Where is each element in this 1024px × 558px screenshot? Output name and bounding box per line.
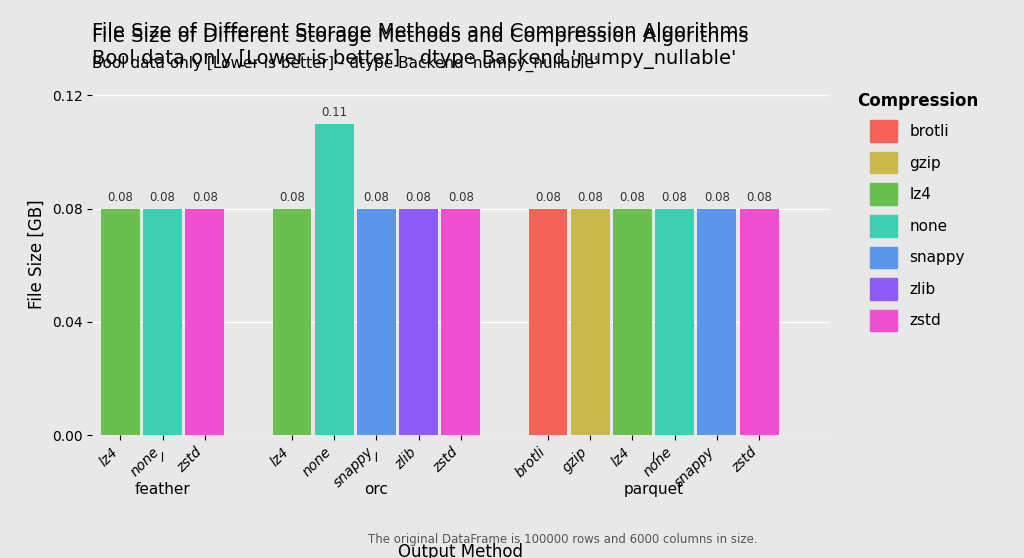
- Text: 0.08: 0.08: [662, 191, 687, 204]
- Bar: [272, 209, 311, 435]
- Text: File Size of Different Storage Methods and Compression Algorithms: File Size of Different Storage Methods a…: [92, 22, 749, 41]
- Text: 0.08: 0.08: [191, 191, 218, 204]
- Text: 0.11: 0.11: [322, 106, 347, 119]
- Text: 0.08: 0.08: [406, 191, 431, 204]
- Bar: [143, 209, 182, 435]
- Y-axis label: File Size [GB]: File Size [GB]: [28, 199, 46, 309]
- Text: 0.08: 0.08: [108, 191, 133, 204]
- Text: 0.08: 0.08: [536, 191, 561, 204]
- Legend: brotli, gzip, lz4, none, snappy, zlib, zstd: brotli, gzip, lz4, none, snappy, zlib, z…: [845, 80, 990, 344]
- Bar: [739, 209, 778, 435]
- Bar: [697, 209, 736, 435]
- Text: 0.08: 0.08: [150, 191, 175, 204]
- Bar: [655, 209, 694, 435]
- Bar: [528, 209, 567, 435]
- Text: 0.08: 0.08: [578, 191, 603, 204]
- Bar: [441, 209, 480, 435]
- Bar: [314, 123, 353, 435]
- Text: The original DataFrame is 100000 rows and 6000 columns in size.: The original DataFrame is 100000 rows an…: [369, 533, 758, 546]
- Text: 0.08: 0.08: [364, 191, 389, 204]
- Text: File Size of Different Storage Methods and Compression Algorithms
Bool data only: File Size of Different Storage Methods a…: [92, 27, 749, 69]
- Text: 0.08: 0.08: [279, 191, 305, 204]
- Bar: [399, 209, 438, 435]
- Text: 0.08: 0.08: [620, 191, 645, 204]
- Text: feather: feather: [134, 482, 190, 497]
- Text: 0.08: 0.08: [447, 191, 474, 204]
- X-axis label: Output Method: Output Method: [398, 543, 523, 558]
- Bar: [570, 209, 609, 435]
- Text: Bool data only [Lower is better] - dtype Backend 'numpy_nullable': Bool data only [Lower is better] - dtype…: [92, 56, 598, 72]
- Text: orc: orc: [365, 482, 388, 497]
- Text: parquet: parquet: [624, 482, 684, 497]
- Bar: [613, 209, 652, 435]
- Bar: [357, 209, 396, 435]
- Bar: [101, 209, 139, 435]
- Bar: [185, 209, 224, 435]
- Text: 0.08: 0.08: [746, 191, 772, 204]
- Text: 0.08: 0.08: [703, 191, 730, 204]
